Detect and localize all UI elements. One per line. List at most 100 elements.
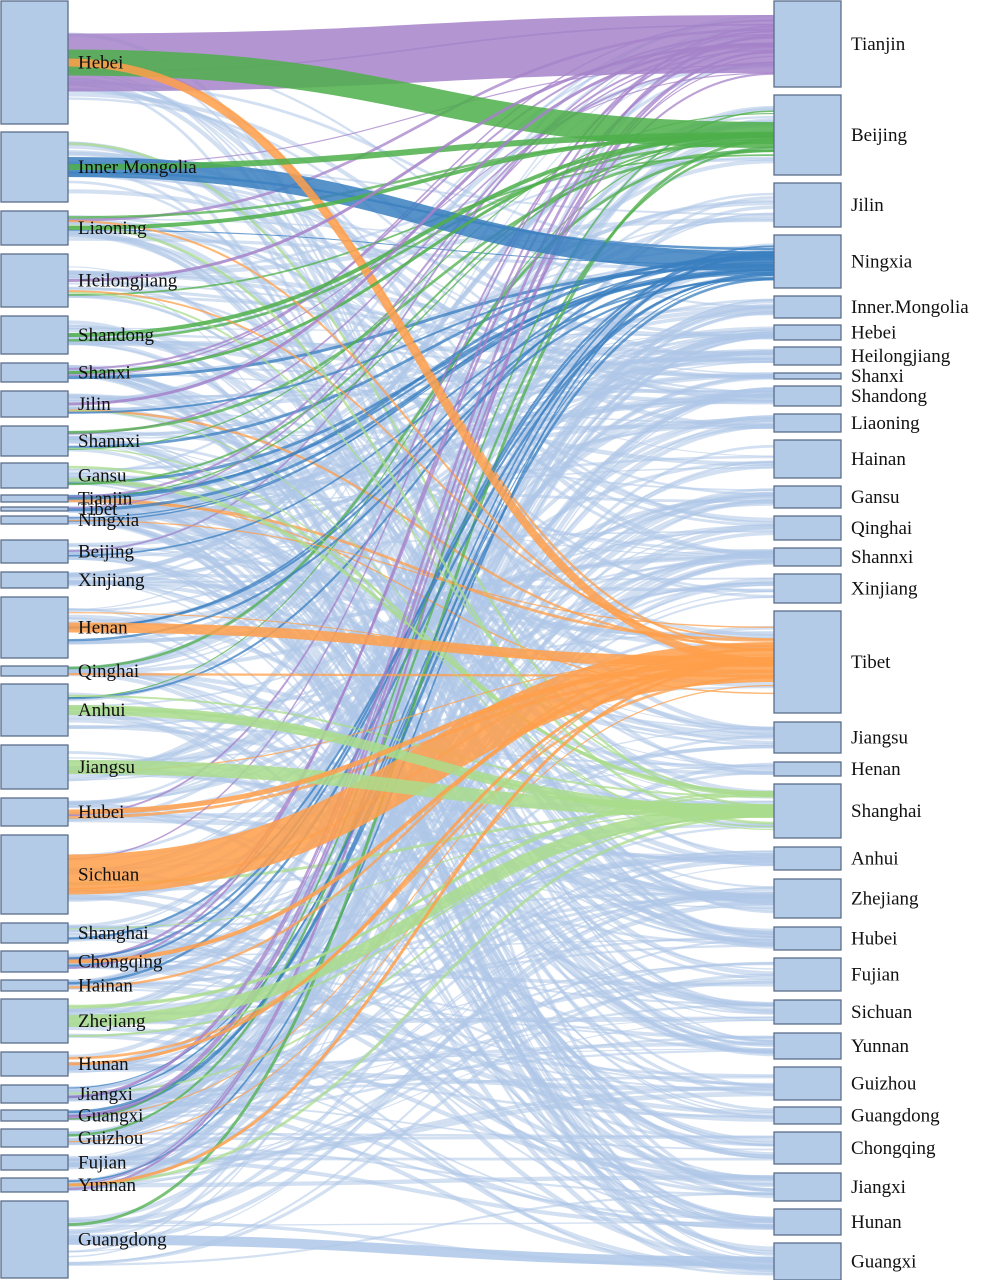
- source-label-gansu: Gansu: [78, 466, 127, 487]
- flow-link: [67, 254, 775, 672]
- flow-link: [67, 49, 775, 509]
- source-label-shanghai: Shanghai: [78, 923, 149, 944]
- target-node-fujian: [773, 957, 842, 992]
- target-label-xinjiang: Xinjiang: [851, 579, 918, 600]
- flow-link: [67, 290, 775, 640]
- source-node-guangxi: [0, 1109, 69, 1122]
- target-node-guangxi: [773, 1242, 842, 1280]
- source-label-qinghai: Qinghai: [78, 661, 139, 682]
- flow-link: [67, 461, 775, 1182]
- flow-link-chongqing-tibet: [67, 660, 775, 964]
- source-label-shannxi: Shannxi: [78, 431, 140, 452]
- target-node-hubei: [773, 926, 842, 951]
- target-label-hubei: Hubei: [851, 929, 897, 950]
- target-label-tibet: Tibet: [851, 652, 891, 673]
- flow-link: [67, 141, 775, 342]
- target-label-ningxia: Ningxia: [851, 252, 913, 273]
- source-node-guangdong: [0, 1200, 69, 1279]
- flow-link: [67, 1035, 775, 1121]
- target-node-heilongjiang: [773, 346, 842, 366]
- target-node-liaoning: [773, 413, 842, 433]
- flow-link: [67, 276, 775, 642]
- source-label-hainan: Hainan: [78, 976, 133, 997]
- flow-link: [67, 251, 775, 1183]
- flow-link-zhejiang-shanghai: [67, 805, 775, 1027]
- target-label-heilongjiang: Heilongjiang: [851, 346, 951, 367]
- flow-links: [67, 14, 775, 1276]
- flow-link-inner-mongolia-beijing: [67, 132, 775, 170]
- source-label-jilin: Jilin: [78, 394, 111, 415]
- source-node-tianjin: [0, 494, 69, 503]
- flow-link: [67, 118, 775, 1185]
- source-label-beijing: Beijing: [78, 542, 134, 563]
- flow-link: [67, 809, 775, 930]
- target-node-sichuan: [773, 999, 842, 1025]
- target-label-chongqing: Chongqing: [851, 1138, 936, 1159]
- target-node-xinjiang: [773, 573, 842, 604]
- source-node-jiangsu: [0, 744, 69, 790]
- flow-link-yunnan-tibet: [67, 660, 775, 1187]
- flow-link-inner-mongolia-ningxia: [67, 157, 775, 272]
- flow-link: [67, 269, 775, 629]
- source-label-anhui: Anhui: [78, 700, 126, 721]
- flow-link: [67, 149, 775, 670]
- source-node-jiangxi: [0, 1084, 69, 1104]
- source-label-hunan: Hunan: [78, 1054, 129, 1075]
- source-node-yunnan: [0, 1177, 69, 1193]
- source-node-henan: [0, 596, 69, 659]
- source-node-chongqing: [0, 950, 69, 973]
- flow-link: [67, 251, 775, 960]
- flow-link: [67, 255, 775, 500]
- flow-link: [67, 254, 775, 629]
- flow-link: [67, 973, 775, 1265]
- flow-link: [67, 894, 775, 1190]
- target-label-jiangsu: Jiangsu: [851, 728, 909, 749]
- source-label-jiangxi: Jiangxi: [78, 1084, 133, 1105]
- flow-link: [67, 138, 775, 499]
- source-label-hubei: Hubei: [78, 802, 124, 823]
- target-label-tianjin: Tianjin: [851, 34, 906, 55]
- target-node-guizhou: [773, 1066, 842, 1101]
- flow-link: [67, 245, 775, 1098]
- source-label-guizhou: Guizhou: [78, 1128, 144, 1149]
- source-label-zhejiang: Zhejiang: [78, 1011, 146, 1032]
- target-node-hainan: [773, 439, 842, 479]
- source-node-hubei: [0, 797, 69, 827]
- source-node-qinghai: [0, 665, 69, 677]
- source-label-guangdong: Guangdong: [78, 1230, 167, 1251]
- source-node-shandong: [0, 315, 69, 355]
- target-label-sichuan: Sichuan: [851, 1002, 913, 1023]
- target-node-gansu: [773, 485, 842, 509]
- flow-link: [67, 277, 775, 1114]
- flow-link: [67, 1155, 775, 1228]
- source-label-xinjiang: Xinjiang: [78, 570, 145, 591]
- source-label-jiangsu: Jiangsu: [78, 757, 136, 778]
- flow-link: [67, 61, 775, 435]
- flow-link: [67, 886, 775, 1246]
- flow-link: [67, 30, 775, 860]
- flow-link: [67, 558, 775, 1137]
- flow-link: [67, 264, 775, 414]
- source-node-guizhou: [0, 1128, 69, 1148]
- source-node-inner-mongolia: [0, 131, 69, 203]
- flow-link: [67, 961, 775, 1183]
- source-node-sichuan: [0, 834, 69, 915]
- target-label-guangdong: Guangdong: [851, 1106, 940, 1127]
- source-label-chongqing: Chongqing: [78, 952, 163, 973]
- source-label-tibet: Tibet: [78, 499, 118, 520]
- target-node-jilin: [773, 182, 842, 228]
- target-node-guangdong: [773, 1106, 842, 1125]
- flow-link-henan-tibet: [67, 622, 775, 667]
- flow-link: [67, 813, 775, 1095]
- flow-link: [67, 35, 775, 1099]
- target-label-anhui: Anhui: [851, 849, 899, 870]
- source-node-hebei: [0, 0, 69, 125]
- source-node-shanxi: [0, 362, 69, 383]
- flow-link: [67, 498, 775, 1241]
- flow-link: [67, 856, 775, 1163]
- target-label-shanxi: Shanxi: [851, 366, 904, 387]
- target-label-guangxi: Guangxi: [851, 1252, 916, 1273]
- target-label-henan: Henan: [851, 759, 901, 780]
- target-label-inner-mongolia: Inner.Mongolia: [851, 297, 969, 318]
- target-node-henan: [773, 761, 842, 777]
